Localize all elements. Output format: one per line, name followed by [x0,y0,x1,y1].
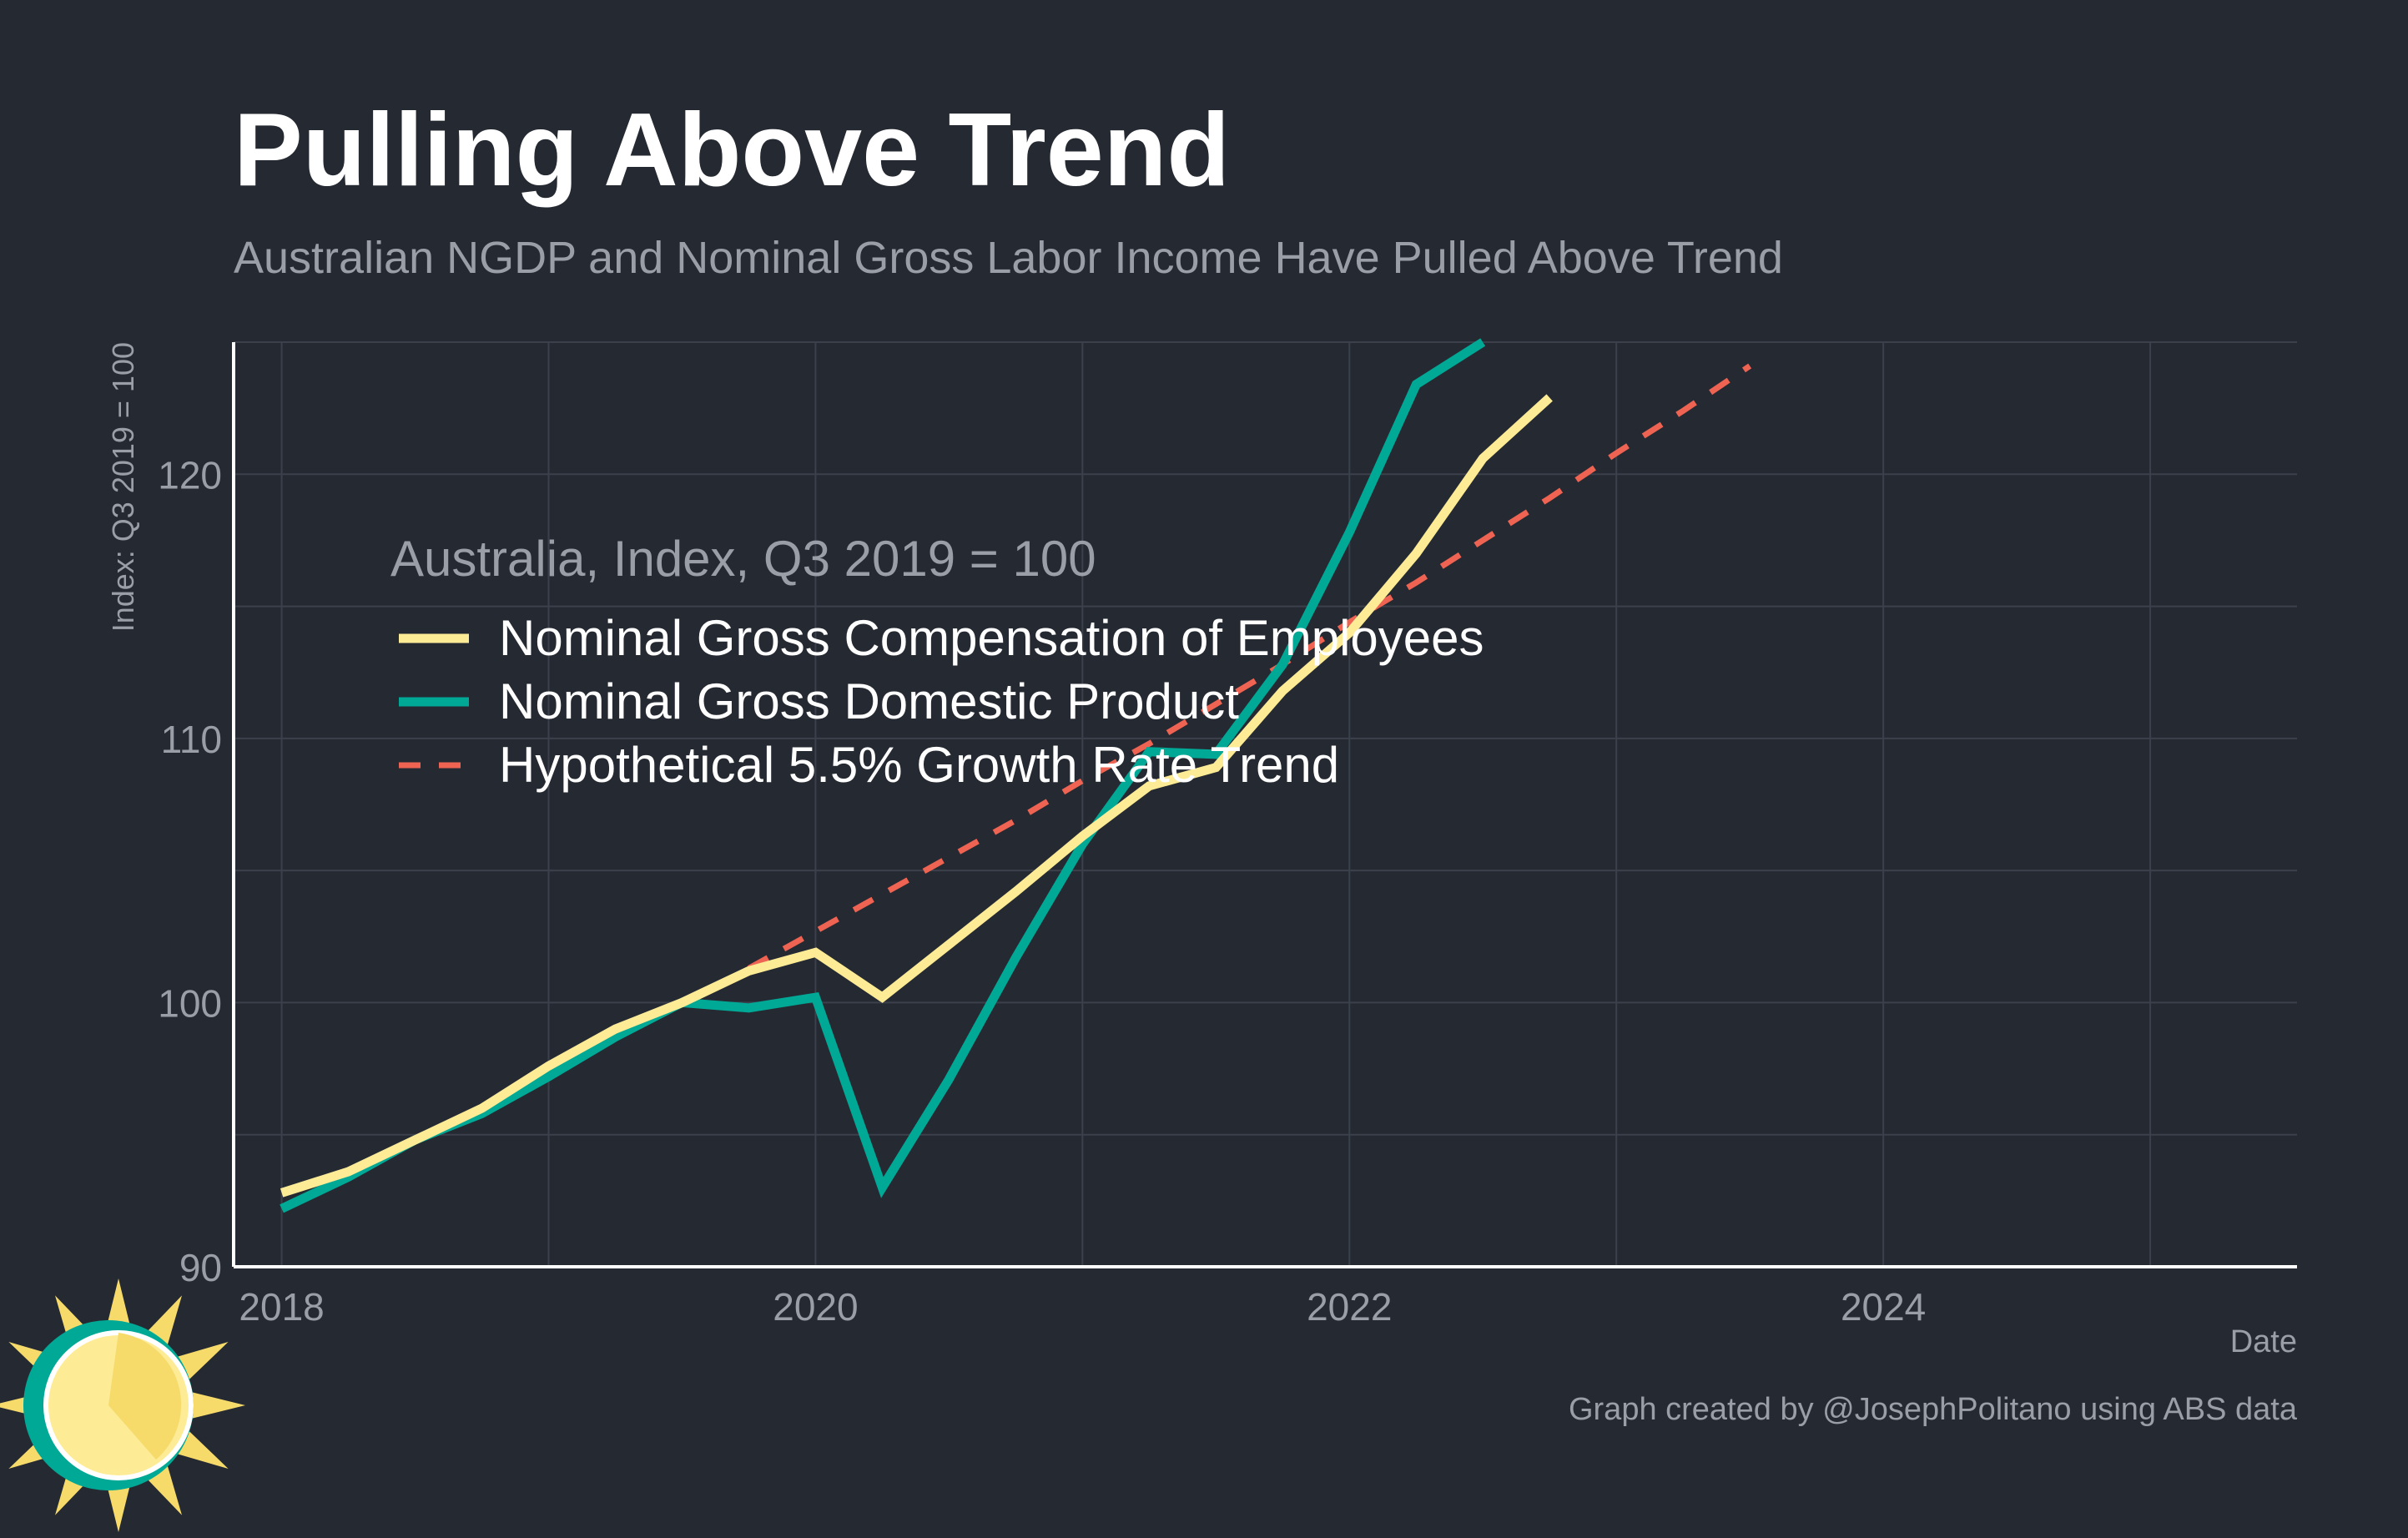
grid [234,341,2297,1268]
series-line-2 [280,338,1486,1213]
legend-label-1: Nominal Gross Compensation of Employees [499,610,1484,666]
legend-label-3: Hypothetical 5.5% Growth Rate Trend [499,737,1339,793]
y-tick-label: 110 [161,718,222,761]
x-tick-label: 2022 [1307,1285,1392,1329]
axes [232,342,2297,1268]
tick-labels: 90 100 110 120 2018 2020 2022 2024 [158,453,1926,1329]
y-tick-label: 90 [179,1246,222,1289]
y-tick-label: 120 [158,453,222,497]
y-tick-label: 100 [158,981,222,1025]
legend: Australia, Index, Q3 2019 = 100 Nominal … [390,531,1484,793]
chart-title: Pulling Above Trend [234,93,1230,208]
legend-title: Australia, Index, Q3 2019 = 100 [390,531,1096,587]
chart-subtitle: Australian NGDP and Nominal Gross Labor … [234,233,1783,283]
x-axis-label: Date [2230,1324,2297,1359]
series-line-3 [747,363,1752,971]
series-line-1 [280,394,1553,1198]
x-tick-label: 2018 [239,1285,324,1329]
x-tick-label: 2020 [773,1285,858,1329]
series-lines [280,338,1752,1213]
sun-logo-icon [0,1278,245,1532]
y-axis-label: Index: Q3 2019 = 100 [106,342,140,632]
x-tick-label: 2024 [1841,1285,1926,1329]
sun-ray [188,1391,245,1419]
legend-label-2: Nominal Gross Domestic Product [499,673,1239,729]
caption: Graph created by @JosephPolitano using A… [1569,1392,2298,1427]
